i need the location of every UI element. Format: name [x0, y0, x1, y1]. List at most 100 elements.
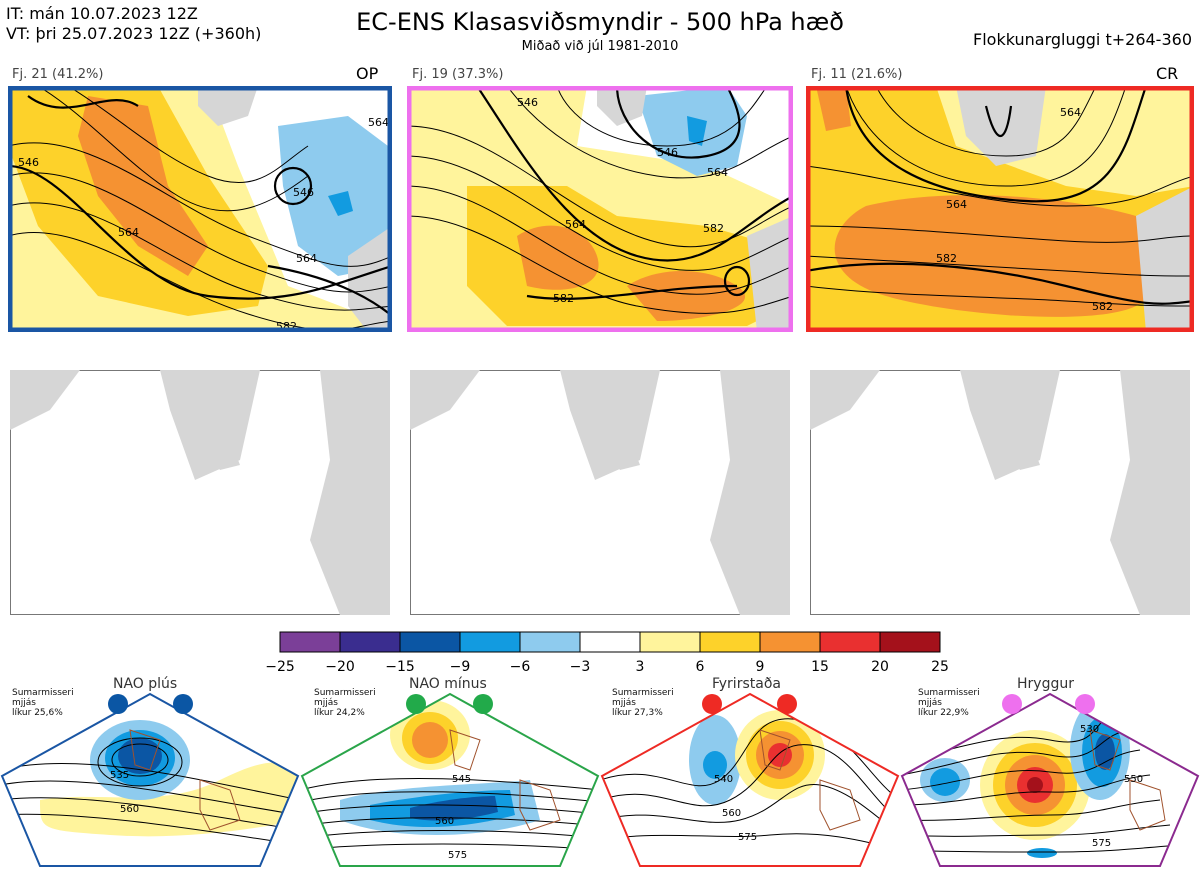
regime-marker — [406, 694, 426, 714]
it-line: IT: mán 10.07.2023 12Z — [6, 4, 198, 23]
contour-label: 575 — [738, 832, 757, 843]
contour-label: 564 — [946, 198, 967, 211]
contour-label: 564 — [118, 226, 139, 239]
caption-line: mjjás — [12, 698, 36, 708]
panel2-title: Fj. 19 (37.3%) — [412, 67, 504, 82]
cluster-map-1: 564 546 564 564 546 582 — [8, 86, 392, 332]
contour-label: 582 — [936, 252, 957, 265]
cluster-map-3: 564 564 582 582 — [806, 86, 1194, 332]
page-subtitle: Miðað við júl 1981-2010 — [521, 39, 679, 54]
regime-map-blocking: 540 560 575 — [600, 692, 900, 867]
colorbar-cell — [699, 631, 761, 653]
regime-marker — [473, 694, 493, 714]
cluster-map-2: 546 546 564 564 582 582 — [407, 86, 793, 332]
contour-label: 582 — [276, 320, 297, 332]
colorbar-tick-label: 9 — [756, 659, 765, 675]
contour-label: 575 — [448, 850, 467, 861]
regime4-title: Hryggur — [1017, 676, 1074, 692]
anom-pos-strong — [627, 271, 746, 321]
contour-label: 582 — [703, 222, 724, 235]
anom-pos-strong — [78, 96, 208, 276]
colorbar-tick-label: −20 — [325, 659, 355, 675]
caption-line: mjjás — [918, 698, 942, 708]
regime3-title: Fyrirstaða — [712, 676, 781, 692]
regime-map-ridge: 530 550 575 — [900, 692, 1200, 867]
land-europe — [348, 228, 388, 328]
colorbar-tick-label: −15 — [385, 659, 415, 675]
colorbar: −25 −20 −15 −9 −6 −3 3 6 9 15 20 25 — [265, 631, 949, 675]
colorbar-tick-label: 15 — [811, 659, 829, 675]
colorbar-tick-label: −3 — [570, 659, 591, 675]
panel3-frame — [806, 86, 1194, 332]
anom-pos-strong — [834, 195, 1178, 317]
contour-label: 546 — [293, 186, 314, 199]
colorbar-cell — [339, 631, 401, 653]
empty-map-3 — [810, 370, 1190, 615]
panel1-tag: OP — [356, 64, 379, 83]
contour-label: 560 — [435, 816, 454, 827]
empty-map-2 — [410, 370, 790, 615]
caption-line: mjjás — [314, 698, 338, 708]
regime-marker — [1002, 694, 1022, 714]
regime-marker — [777, 694, 797, 714]
init-time-text: IT: mán 10.07.2023 12Z VT: þri 25.07.202… — [6, 4, 261, 44]
colorbar-tick-label: −25 — [265, 659, 295, 675]
caption-line: líkur 27,3% — [612, 708, 663, 718]
panel3-title: Fj. 11 (21.6%) — [811, 67, 903, 82]
contour-label: 564 — [707, 166, 728, 179]
contour-label: 582 — [553, 292, 574, 305]
caption-line: líkur 24,2% — [314, 708, 365, 718]
colorbar-cell — [879, 631, 941, 653]
colorbar-tick-label: −9 — [450, 659, 471, 675]
colorbar-tick-label: −6 — [510, 659, 531, 675]
window-text: Flokkunargluggi t+264-360 — [973, 30, 1192, 49]
regime2-frame — [300, 692, 600, 867]
regime4-frame — [900, 692, 1200, 867]
caption-line: Sumarmisseri — [612, 688, 674, 698]
panel1-title: Fj. 21 (41.2%) — [12, 67, 104, 82]
regime1-title: NAO plús — [113, 676, 178, 692]
land-europe — [1136, 188, 1190, 328]
regime1-caption: Sumarmisseri mjjás líkur 25,6% — [12, 688, 74, 718]
regime3-frame — [600, 692, 900, 867]
colorbar-tick-label: 6 — [696, 659, 705, 675]
contour-label: 560 — [120, 804, 139, 815]
page-title: EC-ENS Klasasviðsmyndir - 500 hPa hæð — [356, 8, 844, 36]
regime-marker — [173, 694, 193, 714]
regime-marker — [1075, 694, 1095, 714]
caption-line: líkur 22,9% — [918, 708, 969, 718]
contour-label: 550 — [1124, 774, 1143, 785]
contour-label: 564 — [565, 218, 586, 231]
caption-line: mjjás — [612, 698, 636, 708]
colorbar-cell — [819, 631, 881, 653]
regime-map-nao-minus: 545 560 575 — [300, 692, 600, 867]
colorbar-cell — [399, 631, 461, 653]
contour-label: 575 — [1092, 838, 1111, 849]
land-greenland — [956, 90, 1046, 166]
colorbar-cell — [279, 631, 341, 653]
anom-neg-mod — [328, 191, 353, 216]
regime3-caption: Sumarmisseri mjjás líkur 27,3% — [612, 688, 674, 718]
regime2-caption: Sumarmisseri mjjás líkur 24,2% — [314, 688, 376, 718]
contour-label: 546 — [517, 96, 538, 109]
colorbar-tick-label: 20 — [871, 659, 889, 675]
caption-line: líkur 25,6% — [12, 708, 63, 718]
colorbar-tick-label: 3 — [636, 659, 645, 675]
vt-line: VT: þri 25.07.2023 12Z (+360h) — [6, 24, 262, 43]
panel3-tag: CR — [1156, 64, 1179, 83]
colorbar-tick-label: 25 — [931, 659, 949, 675]
contour-label: 564 — [296, 252, 317, 265]
colorbar-cell — [579, 631, 641, 653]
contour-label: 546 — [18, 156, 39, 169]
colorbar-cell — [759, 631, 821, 653]
anom-neg-mod — [687, 116, 707, 146]
regime-marker — [108, 694, 128, 714]
regime-marker — [702, 694, 722, 714]
anom-pos-strong — [517, 225, 599, 290]
caption-line: Sumarmisseri — [12, 688, 74, 698]
panel1-frame — [8, 86, 392, 332]
contour-label: 564 — [368, 116, 389, 129]
contour-label: 545 — [452, 774, 471, 785]
colorbar-cell — [459, 631, 521, 653]
caption-line: Sumarmisseri — [314, 688, 376, 698]
